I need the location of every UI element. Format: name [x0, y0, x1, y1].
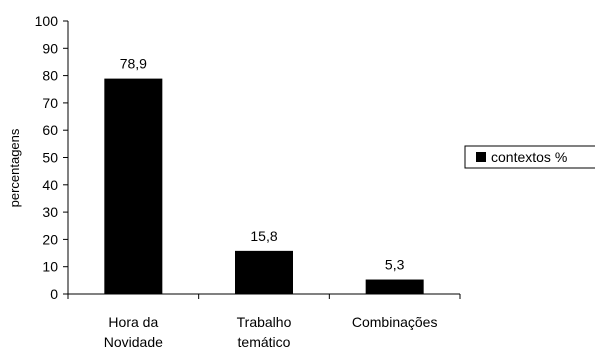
y-axis-ticks: 0 10 20 30 40 50 60 70 80 90 100	[35, 13, 68, 302]
y-tick-label: 90	[42, 40, 58, 56]
data-label-1: 78,9	[120, 56, 147, 72]
data-label-2: 15,8	[250, 228, 277, 244]
category-labels: Hora da Novidade Trabalho temático Combinaçõ…	[104, 314, 438, 350]
bar-1	[104, 78, 163, 294]
legend: contextos %	[464, 145, 595, 169]
data-label-3: 5,3	[385, 257, 405, 273]
bar-2	[235, 250, 293, 294]
legend-swatch	[476, 152, 486, 162]
y-tick-label: 60	[42, 122, 58, 138]
category-label-2: Trabalho temático	[237, 314, 292, 350]
y-tick-label: 80	[42, 68, 58, 84]
y-tick-label: 70	[42, 95, 58, 111]
category-label-3: Combinações	[352, 314, 438, 330]
y-tick-label: 40	[42, 177, 58, 193]
y-axis-label: percentagens	[7, 128, 22, 207]
y-tick-label: 100	[35, 13, 59, 29]
legend-box	[464, 145, 595, 169]
legend-label: contextos %	[491, 149, 567, 165]
y-tick-label: 10	[42, 259, 58, 275]
y-tick-label: 30	[42, 204, 58, 220]
chart-bars	[104, 78, 424, 294]
data-labels: 78,9 15,8 5,3	[120, 56, 405, 273]
category-label-1: Hora da Novidade	[104, 314, 163, 350]
y-tick-label: 0	[50, 286, 58, 302]
bar-3	[365, 279, 424, 294]
y-tick-label: 50	[42, 150, 58, 166]
y-tick-label: 20	[42, 231, 58, 247]
